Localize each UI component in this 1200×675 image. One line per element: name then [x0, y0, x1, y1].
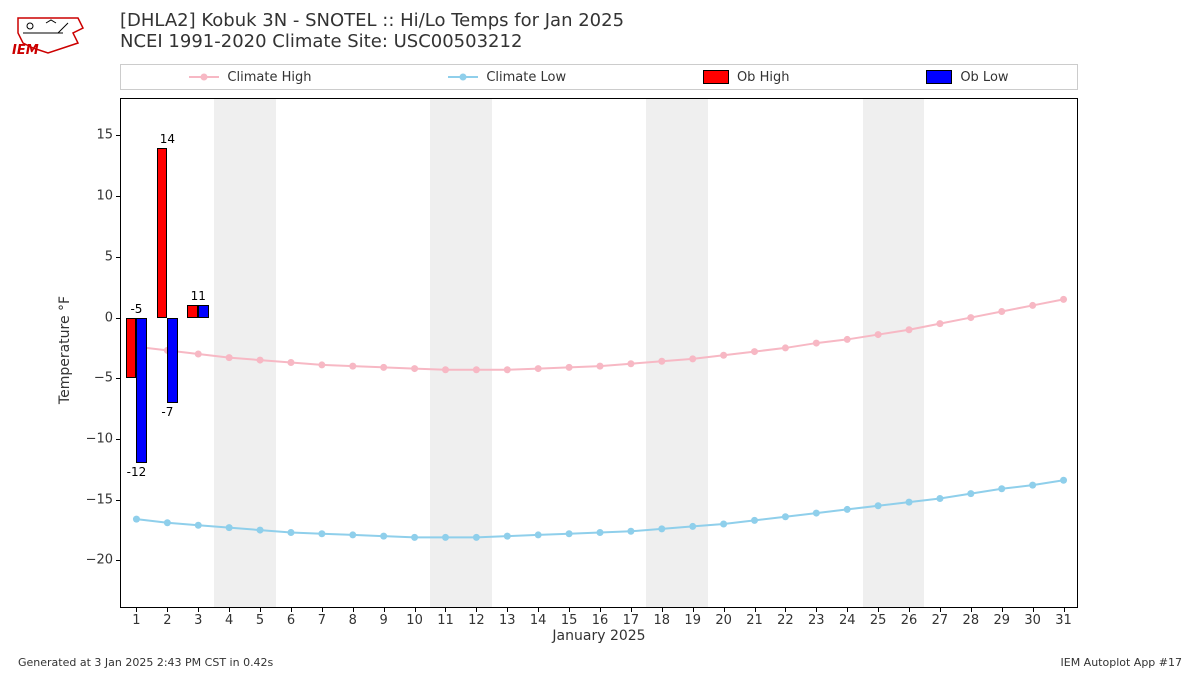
climate-high-marker: [658, 358, 665, 365]
legend-marker-climate-low: [448, 76, 478, 78]
climate-low-marker: [597, 529, 604, 536]
climate-high-marker: [380, 364, 387, 371]
climate-high-marker: [720, 352, 727, 359]
legend-ob-high: Ob High: [703, 70, 790, 85]
climate-high-marker: [967, 314, 974, 321]
ob-low-bar: [167, 318, 178, 403]
climate-high-marker: [689, 355, 696, 362]
chart-title: [DHLA2] Kobuk 3N - SNOTEL :: Hi/Lo Temps…: [120, 10, 624, 52]
chart-plot-area: −20−15−10−505101512345678910111213141516…: [120, 98, 1078, 608]
climate-high-marker: [349, 363, 356, 370]
climate-low-marker: [936, 495, 943, 502]
climate-low-marker: [504, 533, 511, 540]
climate-high-marker: [504, 366, 511, 373]
svg-text:IEM: IEM: [12, 43, 39, 58]
climate-high-marker: [566, 364, 573, 371]
climate-low-marker: [566, 530, 573, 537]
title-line-2: NCEI 1991-2020 Climate Site: USC00503212: [120, 31, 624, 52]
climate-low-marker: [906, 499, 913, 506]
climate-high-marker: [287, 359, 294, 366]
climate-high-marker: [627, 360, 634, 367]
climate-high-marker: [442, 366, 449, 373]
climate-low-line: [136, 480, 1063, 537]
climate-high-marker: [906, 326, 913, 333]
legend-ob-low: Ob Low: [926, 70, 1008, 85]
title-line-1: [DHLA2] Kobuk 3N - SNOTEL :: Hi/Lo Temps…: [120, 10, 624, 31]
climate-low-marker: [318, 530, 325, 537]
climate-low-marker: [1029, 482, 1036, 489]
climate-high-marker: [411, 365, 418, 372]
climate-high-marker: [751, 348, 758, 355]
climate-high-marker: [1029, 302, 1036, 309]
climate-high-marker: [535, 365, 542, 372]
climate-high-marker: [998, 308, 1005, 315]
bar-label-bottom: -7: [161, 405, 173, 419]
climate-high-marker: [782, 344, 789, 351]
climate-high-marker: [1060, 296, 1067, 303]
chart-lines-svg: [121, 99, 1077, 607]
ob-high-bar: [187, 305, 198, 317]
climate-high-marker: [844, 336, 851, 343]
climate-low-marker: [473, 534, 480, 541]
climate-high-marker: [597, 363, 604, 370]
climate-low-marker: [257, 527, 264, 534]
climate-low-marker: [998, 485, 1005, 492]
climate-low-marker: [349, 531, 356, 538]
legend-label: Climate High: [227, 70, 311, 85]
x-axis-label: January 2025: [552, 628, 645, 644]
bar-label-bottom: -12: [127, 465, 147, 479]
legend-climate-low: Climate Low: [448, 70, 566, 85]
bar-label-top: 14: [160, 132, 175, 146]
climate-low-marker: [813, 510, 820, 517]
climate-low-marker: [1060, 477, 1067, 484]
climate-low-marker: [164, 519, 171, 526]
climate-high-marker: [936, 320, 943, 327]
ob-low-bar: [136, 318, 147, 464]
bar-label-top: -5: [130, 302, 142, 316]
climate-high-marker: [875, 331, 882, 338]
legend-label: Ob High: [737, 70, 790, 85]
climate-low-marker: [535, 531, 542, 538]
climate-low-marker: [442, 534, 449, 541]
legend: Climate High Climate Low Ob High Ob Low: [120, 64, 1078, 90]
climate-low-marker: [967, 490, 974, 497]
legend-label: Climate Low: [486, 70, 566, 85]
climate-low-marker: [287, 529, 294, 536]
legend-swatch-ob-high: [703, 70, 729, 84]
ob-high-bar: [157, 148, 168, 318]
climate-low-marker: [844, 506, 851, 513]
climate-high-marker: [318, 361, 325, 368]
climate-low-marker: [689, 523, 696, 530]
climate-high-marker: [226, 354, 233, 361]
climate-low-marker: [751, 517, 758, 524]
climate-low-marker: [875, 502, 882, 509]
ob-high-bar: [126, 318, 137, 379]
climate-low-marker: [720, 521, 727, 528]
climate-low-marker: [658, 525, 665, 532]
climate-high-marker: [473, 366, 480, 373]
climate-low-marker: [133, 516, 140, 523]
iem-logo-icon: IEM: [8, 8, 88, 58]
bar-label-top: 11: [191, 289, 206, 303]
climate-high-line: [136, 299, 1063, 369]
climate-high-marker: [195, 351, 202, 358]
ob-low-bar: [198, 305, 209, 317]
climate-low-marker: [627, 528, 634, 535]
footer-app-text: IEM Autoplot App #17: [1061, 656, 1183, 669]
y-axis-label: Temperature °F: [57, 296, 73, 404]
climate-high-marker: [813, 340, 820, 347]
climate-low-marker: [782, 513, 789, 520]
climate-low-marker: [380, 533, 387, 540]
legend-label: Ob Low: [960, 70, 1008, 85]
footer-generated-text: Generated at 3 Jan 2025 2:43 PM CST in 0…: [18, 656, 273, 669]
climate-low-marker: [411, 534, 418, 541]
legend-swatch-ob-low: [926, 70, 952, 84]
legend-climate-high: Climate High: [189, 70, 311, 85]
climate-low-marker: [195, 522, 202, 529]
climate-high-marker: [257, 357, 264, 364]
legend-marker-climate-high: [189, 76, 219, 78]
climate-low-marker: [226, 524, 233, 531]
